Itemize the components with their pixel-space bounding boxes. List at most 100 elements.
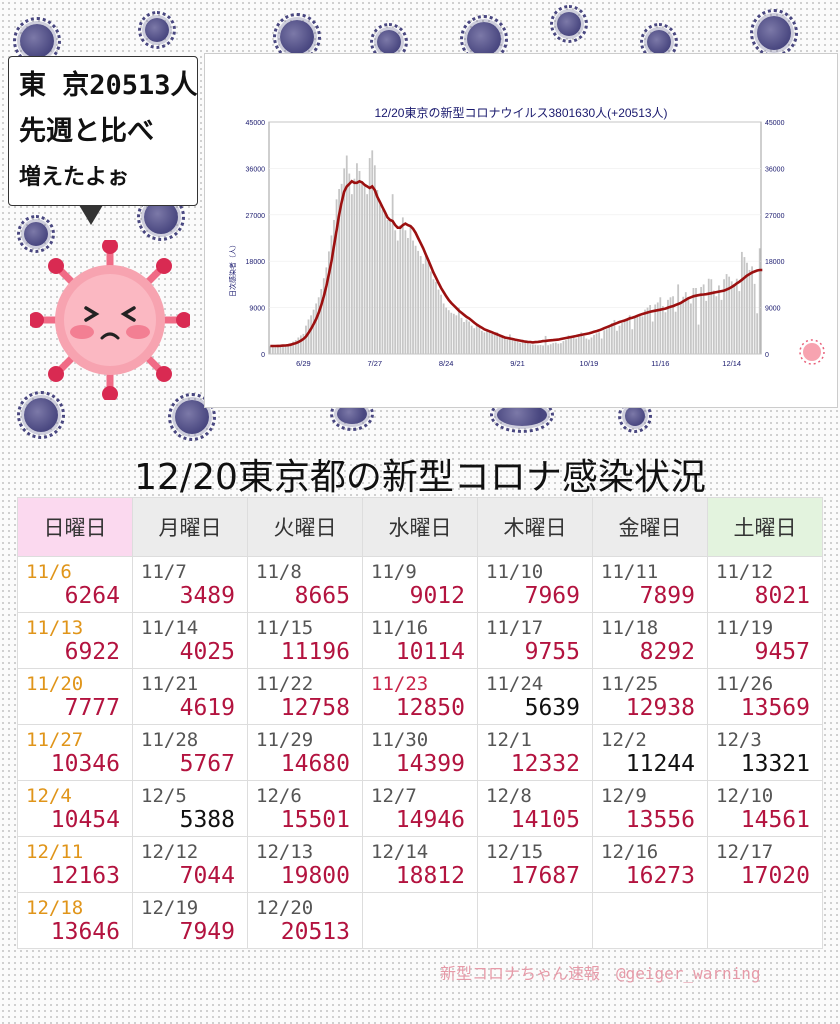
day-case-count: 9457 <box>754 639 810 665</box>
x-tick-label: 12/14 <box>722 359 741 368</box>
day-date: 11/17 <box>486 617 544 639</box>
day-cell: 11/26 13569 <box>707 668 823 725</box>
day-date: 12/9 <box>601 785 647 807</box>
y-tick-label-left: 9000 <box>249 306 265 313</box>
daily-bar <box>302 333 305 354</box>
daily-bar <box>493 334 496 354</box>
daily-bar <box>440 294 442 354</box>
daily-bar <box>468 321 471 354</box>
daily-bar <box>363 183 366 354</box>
day-case-count: 10454 <box>50 807 120 833</box>
day-case-count: 13556 <box>625 807 695 833</box>
daily-bar <box>692 288 695 354</box>
daily-bar <box>588 339 590 354</box>
day-date: 11/9 <box>371 561 417 583</box>
day-case-count: 8292 <box>639 639 695 665</box>
x-tick-label: 7/27 <box>367 359 382 368</box>
daily-bar <box>368 158 371 354</box>
daily-bar <box>613 319 616 354</box>
daily-bar <box>590 337 593 354</box>
day-cell: 12/9 13556 <box>592 780 708 837</box>
daily-bar <box>725 274 728 354</box>
daily-bar <box>557 343 560 354</box>
day-cell: 11/30 14399 <box>362 724 478 781</box>
day-case-count: 14399 <box>395 751 465 777</box>
y-tick-label-right: 45000 <box>765 120 785 127</box>
day-cell: 12/18 13646 <box>17 892 133 949</box>
day-cell: 12/11 12163 <box>17 836 133 893</box>
daily-bar <box>475 324 478 354</box>
daily-bar <box>559 343 562 354</box>
daily-bar <box>491 333 493 354</box>
y-tick-label-left: 18000 <box>246 259 266 266</box>
day-date: 11/20 <box>26 673 84 695</box>
table-row: 12/18 13646 12/19 7949 12/20 20513 <box>17 892 823 949</box>
daily-bar <box>682 296 685 354</box>
day-cell: 11/6 6264 <box>17 556 133 613</box>
daily-bar <box>287 344 290 354</box>
y-tick-label-right: 27000 <box>765 213 785 220</box>
daily-bar <box>378 204 381 354</box>
daily-bar <box>353 178 356 354</box>
day-date: 12/1 <box>486 729 532 751</box>
speech-bubble: 東 京20513人 先週と比べ 増えたよぉ <box>8 56 198 225</box>
y-tick-label-right: 0 <box>765 352 769 359</box>
daily-bar <box>432 279 435 354</box>
daily-bar <box>399 225 402 354</box>
daily-bar <box>503 338 506 354</box>
daily-bar <box>404 230 407 354</box>
day-case-count: 9755 <box>524 639 580 665</box>
day-cell: 12/15 17687 <box>477 836 593 893</box>
cases-chart: 12/20東京の新型コロナウイルス3801630人(+20513人) 日次感染者… <box>228 105 825 368</box>
daily-bar <box>695 288 697 354</box>
day-cell: 11/10 7969 <box>477 556 593 613</box>
day-case-count: 7777 <box>64 695 120 721</box>
day-cell: 11/14 4025 <box>132 612 248 669</box>
daily-bar <box>384 212 386 354</box>
day-case-count: 12332 <box>510 751 580 777</box>
day-case-count: 13569 <box>740 695 810 721</box>
daily-bar <box>419 256 422 354</box>
virus-decoration-icon <box>17 391 65 439</box>
daily-bar <box>562 341 565 354</box>
day-date: 11/15 <box>256 617 314 639</box>
day-case-count: 7969 <box>524 583 580 609</box>
daily-bar <box>539 344 542 354</box>
day-case-count: 7949 <box>179 919 235 945</box>
day-date: 11/19 <box>716 617 774 639</box>
table-row: 11/27 10346 11/28 5767 11/29 14680 11/30 14399 1… <box>17 724 823 781</box>
day-case-count: 16273 <box>625 863 695 889</box>
daily-bar <box>547 345 550 354</box>
x-tick-label: 9/21 <box>510 359 525 368</box>
day-case-count: 14680 <box>280 751 350 777</box>
daily-bar <box>549 344 552 354</box>
daily-bar <box>687 297 690 354</box>
daily-bar <box>307 319 310 354</box>
daily-bar <box>720 299 723 354</box>
daily-bar <box>435 281 437 354</box>
daily-bar <box>478 325 481 354</box>
daily-bar <box>756 313 759 354</box>
day-cell: 11/28 5767 <box>132 724 248 781</box>
day-date: 11/14 <box>141 617 199 639</box>
daily-bar <box>269 346 272 354</box>
daily-bar <box>623 320 626 354</box>
daily-bar <box>376 190 379 354</box>
daily-bar <box>707 278 710 354</box>
daily-bar <box>654 304 657 354</box>
daily-bar <box>664 312 667 354</box>
day-case-count: 10114 <box>395 639 465 665</box>
day-cell: 11/22 12758 <box>247 668 363 725</box>
virus-decoration-icon <box>168 393 216 441</box>
day-cell: 12/7 14946 <box>362 780 478 837</box>
daily-bar <box>575 338 578 354</box>
speech-line-2: 先週と比べ <box>19 116 154 147</box>
day-date: 11/10 <box>486 561 544 583</box>
daily-bar <box>452 313 455 354</box>
day-cell: 11/25 12938 <box>592 668 708 725</box>
daily-bar <box>289 343 292 354</box>
day-cell: 11/11 7899 <box>592 556 708 613</box>
day-cell: 12/19 7949 <box>132 892 248 949</box>
chart-panel: 12/20東京の新型コロナウイルス3801630人(+20513人) 日次感染者… <box>204 53 838 408</box>
daily-bar <box>702 284 705 354</box>
